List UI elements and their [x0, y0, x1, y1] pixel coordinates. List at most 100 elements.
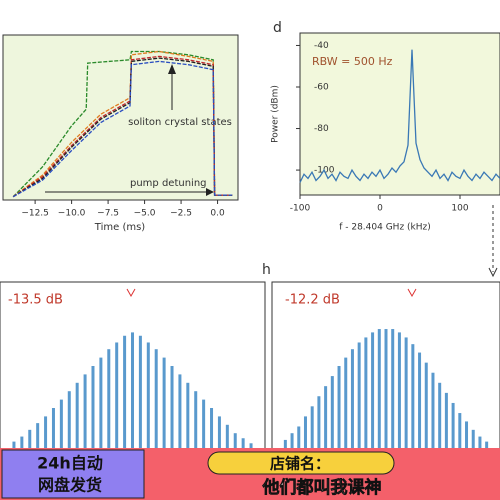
arrow-head — [206, 188, 214, 196]
x-tick-label: −12.5 — [21, 209, 49, 219]
comb-line — [59, 399, 63, 450]
comb-line — [438, 382, 442, 450]
comb-line — [249, 443, 253, 450]
comb-line — [225, 424, 229, 450]
comb-line — [210, 408, 214, 450]
comb-line — [357, 342, 361, 450]
comb-line — [138, 335, 142, 450]
y-axis-label: Power (dBm) — [271, 85, 281, 143]
comb-line — [458, 413, 462, 450]
comb-line — [241, 438, 245, 450]
comb-line — [418, 352, 422, 450]
banner-text: 24h自动 — [37, 454, 103, 473]
annotation: soliton crystal states — [128, 117, 232, 128]
x-tick-label: 0.0 — [210, 209, 225, 219]
y-tick-label: -80 — [314, 124, 329, 134]
x-tick-label: -100 — [290, 204, 311, 214]
comb-line — [290, 433, 294, 450]
comb-line — [107, 349, 111, 450]
comb-line — [12, 441, 16, 450]
arrow-head — [168, 64, 176, 74]
comb-line — [75, 382, 79, 450]
comb-line — [115, 342, 119, 450]
comb-line — [444, 392, 448, 450]
comb-line — [67, 391, 71, 450]
comb-line — [324, 386, 328, 450]
comb-line — [51, 408, 55, 450]
comb-line — [404, 337, 408, 450]
banner-text: 网盘发货 — [38, 476, 102, 495]
comb-line — [411, 344, 415, 450]
comb-line — [146, 342, 150, 450]
comb-line — [330, 376, 334, 450]
shop-label: 店铺名： — [270, 455, 330, 473]
arrow-head — [488, 267, 498, 278]
comb-line — [451, 402, 455, 450]
comb-line — [485, 441, 489, 450]
comb-line — [44, 416, 48, 450]
comb-line — [297, 426, 301, 450]
comb-line — [391, 329, 395, 450]
comb-line — [478, 436, 482, 450]
x-tick-label: −2.5 — [170, 209, 192, 219]
series-line — [299, 49, 500, 183]
annotation: -12.2 dB — [285, 293, 340, 308]
comb-line — [91, 366, 95, 450]
series-line — [12, 60, 233, 198]
series-line — [12, 57, 233, 198]
comb-line — [123, 335, 127, 450]
x-tick-label: −5.0 — [134, 209, 156, 219]
comb-line — [36, 423, 40, 450]
comb-line — [28, 429, 32, 450]
comb-line — [465, 421, 469, 450]
comb-line — [131, 332, 134, 450]
comb-line — [384, 329, 388, 450]
comb-line — [283, 439, 287, 450]
comb-line — [83, 374, 87, 450]
comb-line — [377, 329, 381, 450]
shop-pill — [207, 451, 395, 475]
panel-frame — [299, 32, 500, 196]
x-tick-label: 100 — [451, 204, 468, 214]
comb-line — [170, 366, 174, 450]
comb-line — [471, 429, 475, 450]
comb-line — [233, 433, 237, 450]
y-tick-label: -40 — [314, 41, 329, 51]
comb-line — [194, 391, 198, 450]
panel-letter: d — [273, 20, 282, 36]
pump-marker — [407, 288, 417, 298]
comb-line — [178, 374, 182, 450]
comb-line — [162, 357, 166, 450]
comb-line — [344, 357, 348, 450]
annotation: -13.5 dB — [8, 293, 63, 308]
banner-left — [1, 449, 145, 499]
shop-name: 他们都叫我课神 — [262, 477, 382, 498]
pump-marker — [126, 288, 136, 298]
comb-line — [310, 406, 314, 450]
panel-letter: h — [262, 262, 271, 278]
comb-line — [424, 362, 428, 450]
comb-line — [202, 399, 206, 450]
x-axis-label: Time (ms) — [94, 222, 146, 233]
comb-line — [364, 337, 368, 450]
comb-line — [397, 332, 401, 450]
comb-line — [303, 416, 307, 450]
comb-line — [371, 332, 375, 450]
y-tick-label: -60 — [314, 83, 329, 93]
annotation: RBW = 500 Hz — [312, 55, 393, 68]
comb-line — [350, 349, 354, 450]
x-tick-label: −7.5 — [97, 209, 119, 219]
comb-line — [186, 382, 190, 450]
comb-line — [154, 349, 158, 450]
x-tick-label: −10.0 — [58, 209, 86, 219]
x-tick-label: 0 — [377, 204, 383, 214]
comb-line — [217, 416, 221, 450]
comb-line — [20, 436, 24, 450]
banner: 24h自动 网盘发货 店铺名： 他们都叫我课神 — [0, 448, 500, 500]
comb-line — [317, 396, 321, 450]
annotation: pump detuning — [130, 178, 207, 189]
comb-line — [431, 372, 435, 450]
comb-line — [337, 366, 341, 450]
comb-line — [99, 357, 103, 450]
